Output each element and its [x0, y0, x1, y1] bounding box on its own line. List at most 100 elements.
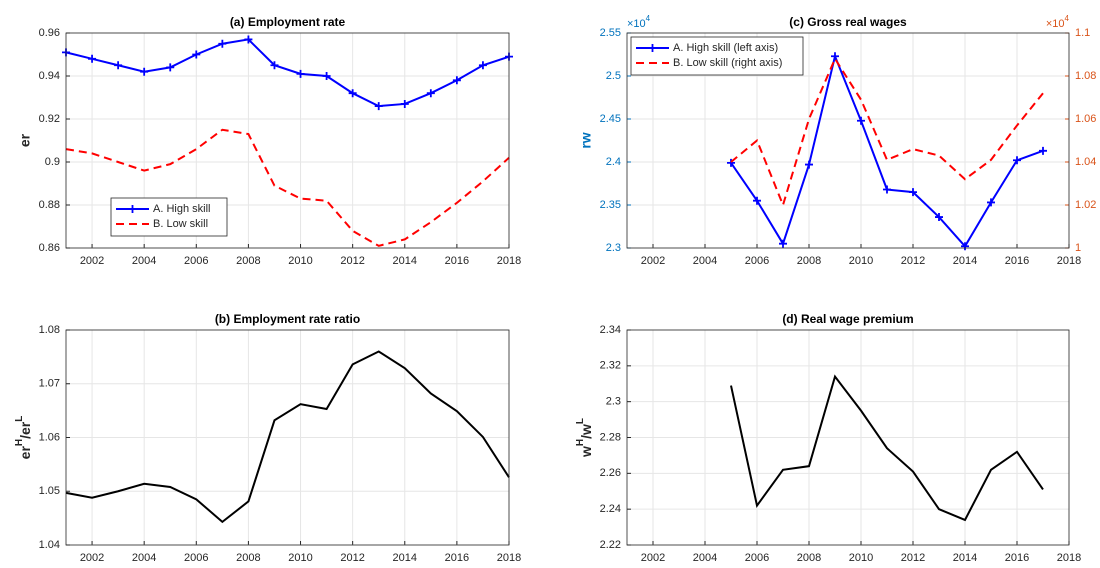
- x-tick-label: 2006: [745, 255, 769, 267]
- x-tick-label: 2008: [236, 552, 260, 564]
- data-line: [65, 128, 510, 247]
- x-tick-label: 2002: [80, 255, 104, 267]
- y-tick-label: 2.28: [600, 431, 621, 443]
- data-marker: [322, 72, 331, 80]
- x-tick-label: 2014: [393, 552, 417, 564]
- data-marker: [140, 67, 149, 76]
- x-tick-label: 2010: [288, 552, 312, 564]
- legend-label: A. High skill (left axis): [673, 42, 778, 54]
- y-label-superscript: L: [14, 416, 25, 422]
- y-tick-label: 2.5: [606, 70, 621, 82]
- y-label-superscript: H: [575, 439, 586, 446]
- multiplier-base: ×10: [1046, 18, 1065, 30]
- data-marker: [452, 76, 461, 85]
- x-tick-label: 2012: [901, 255, 925, 267]
- x-tick-label: 2016: [445, 255, 469, 267]
- data-marker: [987, 198, 995, 207]
- y2-tick-label: 1: [1075, 242, 1081, 254]
- axes-box: [65, 32, 510, 249]
- data-marker: [909, 188, 917, 197]
- data-marker: [753, 196, 761, 205]
- axes-box: [626, 32, 1070, 249]
- x-tick-label: 2008: [797, 255, 821, 267]
- y-tick-label: 2.22: [600, 539, 621, 551]
- x-tick-label: 2016: [445, 552, 469, 564]
- data-marker: [348, 89, 357, 98]
- data-line: [65, 38, 510, 108]
- data-marker: [935, 213, 943, 222]
- y2-tick-label: 1.04: [1075, 156, 1096, 168]
- data-marker: [727, 158, 735, 167]
- x-tick-label: 2002: [80, 552, 104, 564]
- x-tick-label: 2004: [132, 552, 156, 564]
- y-tick-label: 0.96: [39, 27, 60, 39]
- y-label-part: er: [17, 446, 33, 460]
- legend-marker: [128, 205, 137, 213]
- data-marker: [831, 52, 839, 61]
- y-tick-label: 2.55: [600, 27, 621, 39]
- y-tick-label: 1.08: [39, 324, 60, 336]
- chart-title: (a) Employment rate: [230, 15, 346, 29]
- x-tick-label: 2016: [1005, 255, 1029, 267]
- data-marker: [478, 61, 487, 70]
- x-tick-label: 2006: [184, 552, 208, 564]
- data-marker: [400, 99, 409, 108]
- axes-box: [65, 329, 510, 546]
- y-tick-label: 2.24: [600, 503, 621, 515]
- y-tick-label: 2.4: [606, 156, 621, 168]
- x-tick-label: 2006: [184, 255, 208, 267]
- x-tick-label: 2016: [1005, 552, 1029, 564]
- y-tick-label: 2.32: [600, 360, 621, 372]
- data-marker: [88, 54, 97, 63]
- y2-tick-label: 1.06: [1075, 113, 1096, 125]
- x-tick-label: 2004: [693, 255, 717, 267]
- y2-tick-label: 1.02: [1075, 199, 1096, 211]
- x-tick-label: 2018: [497, 552, 521, 564]
- multiplier-exponent: 4: [1065, 14, 1070, 23]
- chart-title: (b) Employment rate ratio: [215, 312, 360, 326]
- x-tick-label: 2012: [340, 552, 364, 564]
- y-tick-label: 1.05: [39, 485, 60, 497]
- y2-tick-label: 1.1: [1075, 27, 1090, 39]
- y-axis-label: er: [17, 133, 33, 147]
- y-tick-label: 2.3: [606, 396, 621, 408]
- data-marker: [218, 39, 227, 48]
- x-tick-label: 2018: [497, 255, 521, 267]
- x-tick-label: 2006: [745, 552, 769, 564]
- y-label-superscript: L: [575, 418, 586, 424]
- data-line: [730, 374, 1044, 522]
- y-tick-label: 2.35: [600, 199, 621, 211]
- legend-label: B. Low skill: [153, 218, 208, 230]
- x-tick-label: 2018: [1057, 552, 1081, 564]
- x-tick-label: 2018: [1057, 255, 1081, 267]
- y-label-part: /er: [17, 421, 33, 439]
- data-line: [65, 350, 510, 524]
- y-tick-label: 0.9: [45, 156, 60, 168]
- x-tick-label: 2012: [340, 255, 364, 267]
- axis-multiplier: ×104: [1046, 14, 1070, 30]
- y-tick-label: 2.45: [600, 113, 621, 125]
- x-tick-label: 2010: [288, 255, 312, 267]
- data-marker: [296, 69, 305, 78]
- y-tick-label: 1.07: [39, 378, 60, 390]
- data-marker: [883, 185, 891, 194]
- y-label-part: /w: [578, 424, 594, 439]
- data-marker: [779, 239, 787, 248]
- y-label-superscript: H: [14, 439, 25, 446]
- y-tick-label: 2.26: [600, 467, 621, 479]
- y-label-part: w: [578, 446, 594, 458]
- y-axis-label: rw: [578, 132, 594, 148]
- axis-multiplier: ×104: [627, 14, 651, 30]
- data-marker: [192, 50, 201, 59]
- data-line: [730, 56, 1044, 209]
- y-tick-label: 1.04: [39, 539, 60, 551]
- y-tick-label: 2.3: [606, 242, 621, 254]
- data-marker: [961, 242, 969, 251]
- x-tick-label: 2008: [236, 255, 260, 267]
- legend-marker: [648, 44, 657, 52]
- y-tick-label: 1.06: [39, 431, 60, 443]
- data-marker: [374, 102, 383, 111]
- x-tick-label: 2008: [797, 552, 821, 564]
- x-tick-label: 2014: [953, 552, 977, 564]
